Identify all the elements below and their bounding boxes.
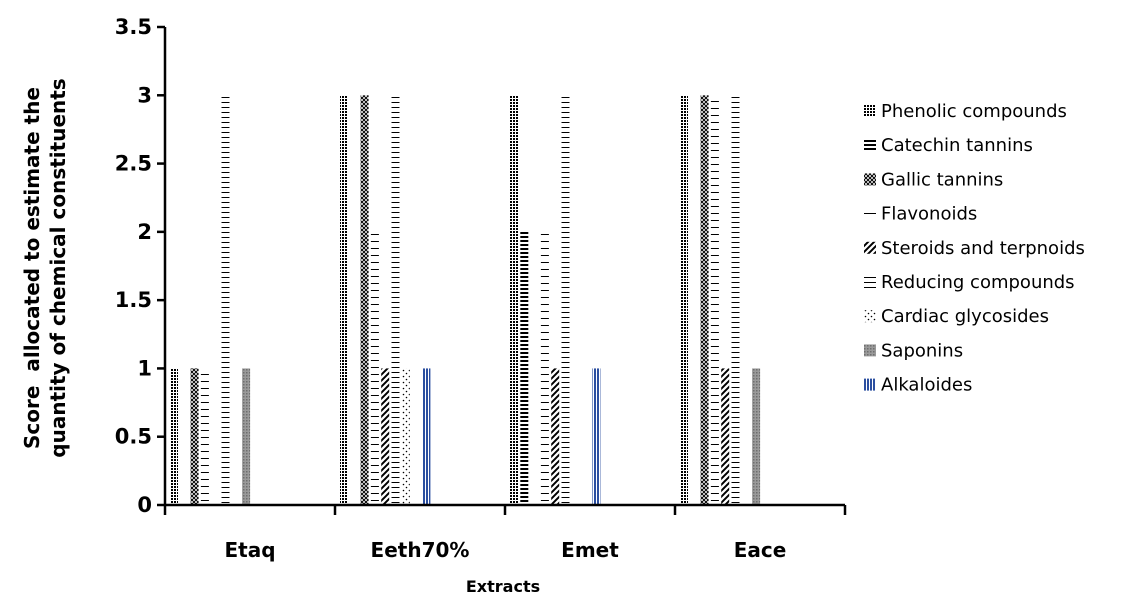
bar-steroids-and-terpnoids-1 (381, 368, 390, 505)
legend-label: Flavonoids (881, 204, 977, 225)
bar-gallic-tannins-3 (700, 95, 709, 506)
axes-layer (157, 25, 847, 515)
bar-steroids-and-terpnoids-2 (551, 368, 560, 505)
x-category-label: Etaq (224, 538, 275, 562)
x-axis-title: Extracts (466, 577, 540, 596)
y-tick-label: 0.5 (115, 425, 152, 449)
legend-swatch (864, 139, 876, 152)
bar-flavonoids-3 (710, 95, 719, 506)
y-tick-label: 3 (137, 83, 152, 107)
legend-label: Saponins (881, 340, 963, 361)
bar-phenolic-compounds-2 (510, 95, 518, 506)
bar-saponins-3 (752, 368, 761, 505)
legend-label: Steroids and terpnoids (881, 238, 1085, 259)
y-tick-label: 3.5 (115, 15, 152, 39)
y-tick-label: 2 (137, 220, 152, 244)
y-tick-label: 1.5 (115, 288, 152, 312)
bar-reducing-compounds-2 (561, 95, 570, 506)
bar-phenolic-compounds-3 (680, 95, 688, 506)
x-category-label: Emet (561, 538, 619, 562)
bar-catechin-tannins-2 (520, 231, 529, 505)
bar-phenolic-compounds-0 (170, 368, 178, 505)
legend-swatch (864, 276, 876, 288)
labels-layer: 0 0.5 1 1.5 2 2.5 3 3.5 Etaq Eeth70% Emet Eace Extra… (20, 15, 786, 596)
bar-reducing-compounds-1 (391, 95, 400, 506)
bars-layer (170, 95, 761, 506)
x-category-label: Eeth70% (371, 538, 470, 562)
legend-swatch (864, 378, 876, 391)
bar-alkaloides-2 (592, 368, 601, 505)
legend-label: Cardiac glycosides (881, 306, 1049, 327)
bar-gallic-tannins-1 (360, 95, 369, 506)
bar-gallic-tannins-0 (190, 368, 199, 505)
bar-flavonoids-2 (540, 231, 549, 505)
legend-swatch (864, 105, 876, 117)
y-tick-label: 2.5 (115, 152, 152, 176)
legend-label: Catechin tannins (881, 135, 1033, 156)
y-axis-title: Score allocated to estimate the quantity … (20, 78, 70, 457)
legend-swatch (864, 207, 876, 220)
bar-phenolic-compounds-1 (340, 95, 348, 506)
bar-flavonoids-1 (370, 231, 379, 505)
y-tick-label: 1 (137, 356, 152, 380)
bar-saponins-0 (242, 368, 251, 505)
legend-swatch (864, 241, 876, 254)
bar-steroids-and-terpnoids-3 (721, 368, 730, 505)
legend: Phenolic compounds Catechin tannins Gallic… (864, 101, 1085, 396)
legend-swatch (864, 173, 876, 186)
x-category-label: Eace (734, 538, 787, 562)
bar-cardiac-glycosides-1 (401, 368, 410, 505)
legend-label: Alkaloides (881, 375, 972, 396)
legend-swatch (864, 310, 876, 323)
legend-swatch (864, 344, 876, 357)
bar-reducing-compounds-3 (731, 95, 740, 506)
bar-alkaloides-1 (422, 368, 431, 505)
bar-flavonoids-0 (200, 368, 209, 505)
legend-label: Phenolic compounds (881, 101, 1067, 122)
y-tick-label: 0 (137, 493, 152, 517)
bar-reducing-compounds-0 (221, 95, 230, 506)
legend-label: Gallic tannins (881, 169, 1003, 190)
legend-label: Reducing compounds (881, 272, 1075, 293)
